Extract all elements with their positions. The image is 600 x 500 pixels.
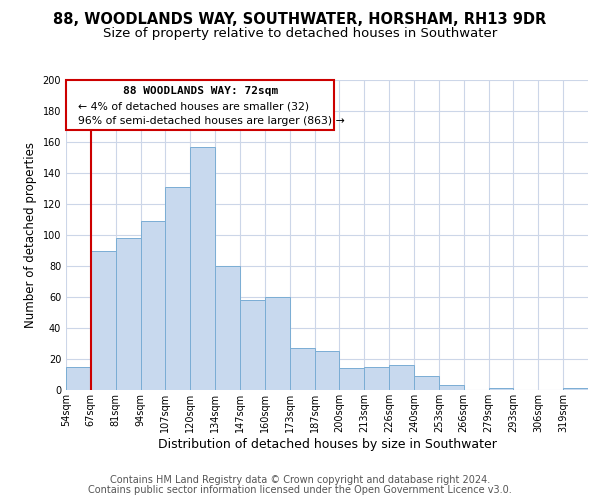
Bar: [340, 368, 364, 390]
Bar: [140, 221, 166, 390]
Y-axis label: Number of detached properties: Number of detached properties: [24, 142, 37, 328]
Bar: [116, 238, 140, 390]
Bar: [563, 388, 588, 390]
Text: Size of property relative to detached houses in Southwater: Size of property relative to detached ho…: [103, 28, 497, 40]
Bar: [240, 300, 265, 390]
Bar: [414, 376, 439, 390]
Text: 88 WOODLANDS WAY: 72sqm: 88 WOODLANDS WAY: 72sqm: [123, 86, 278, 96]
Text: 88, WOODLANDS WAY, SOUTHWATER, HORSHAM, RH13 9DR: 88, WOODLANDS WAY, SOUTHWATER, HORSHAM, …: [53, 12, 547, 28]
Bar: [389, 365, 414, 390]
Bar: [190, 146, 215, 390]
Bar: [215, 266, 240, 390]
Text: 96% of semi-detached houses are larger (863) →: 96% of semi-detached houses are larger (…: [79, 116, 345, 126]
Text: ← 4% of detached houses are smaller (32): ← 4% of detached houses are smaller (32): [79, 102, 310, 112]
Bar: [439, 386, 464, 390]
Bar: [364, 367, 389, 390]
Bar: [488, 388, 514, 390]
Bar: [314, 351, 340, 390]
Bar: [91, 250, 116, 390]
Bar: [166, 187, 190, 390]
Bar: [66, 367, 91, 390]
Text: Contains HM Land Registry data © Crown copyright and database right 2024.: Contains HM Land Registry data © Crown c…: [110, 475, 490, 485]
Text: Contains public sector information licensed under the Open Government Licence v3: Contains public sector information licen…: [88, 485, 512, 495]
Bar: [290, 348, 314, 390]
Bar: [265, 297, 290, 390]
X-axis label: Distribution of detached houses by size in Southwater: Distribution of detached houses by size …: [158, 438, 496, 450]
